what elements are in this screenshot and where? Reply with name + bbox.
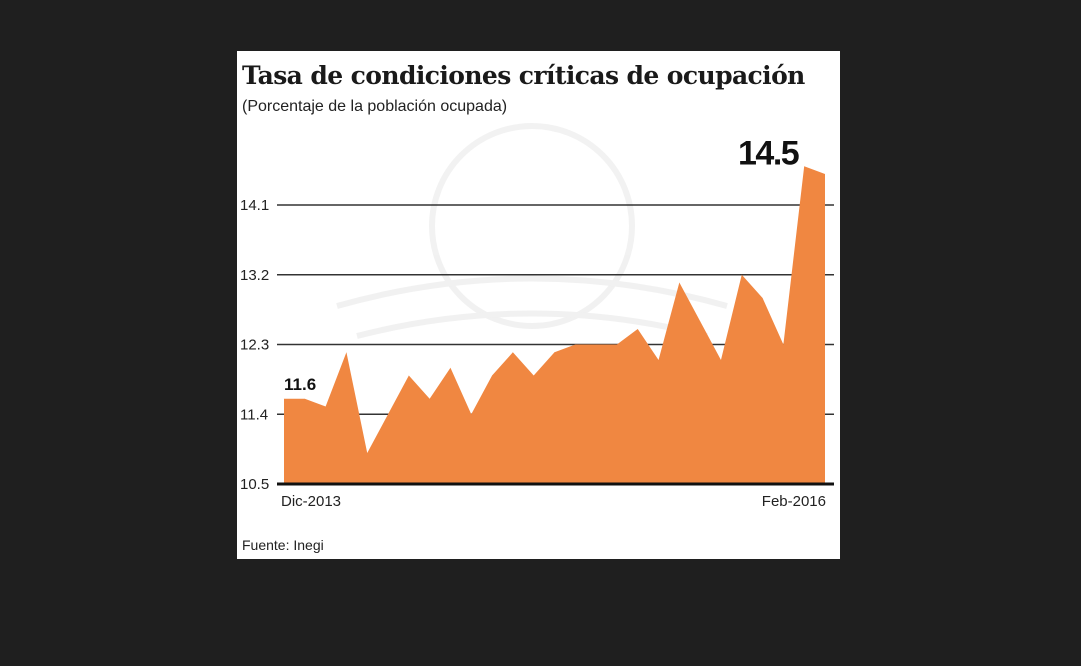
chart-subtitle: (Porcentaje de la población ocupada): [242, 98, 508, 115]
source-note: Fuente: Inegi: [242, 537, 324, 553]
x-tick-last: Feb-2016: [762, 493, 826, 510]
y-tick-label: 12.3: [240, 337, 269, 354]
y-tick-label: 14.1: [240, 197, 269, 214]
y-tick-label: 11.4: [240, 406, 268, 423]
area-series: [284, 166, 825, 484]
data-label: 11.6: [284, 375, 316, 394]
x-tick-first: Dic-2013: [281, 493, 341, 510]
watermark-logo: [336, 123, 728, 339]
y-tick-label: 13.2: [240, 267, 269, 284]
chart-panel: Tasa de condiciones críticas de ocupació…: [237, 51, 840, 559]
area-chart: 10.5 11.4 12.3 13.2 14.1 11.6 14.5 Dic-2013 F…: [240, 123, 834, 510]
chart-title: Tasa de condiciones críticas de ocupació…: [242, 61, 805, 90]
data-label: 14.5: [738, 134, 799, 172]
y-tick-label: 10.5: [240, 476, 269, 493]
